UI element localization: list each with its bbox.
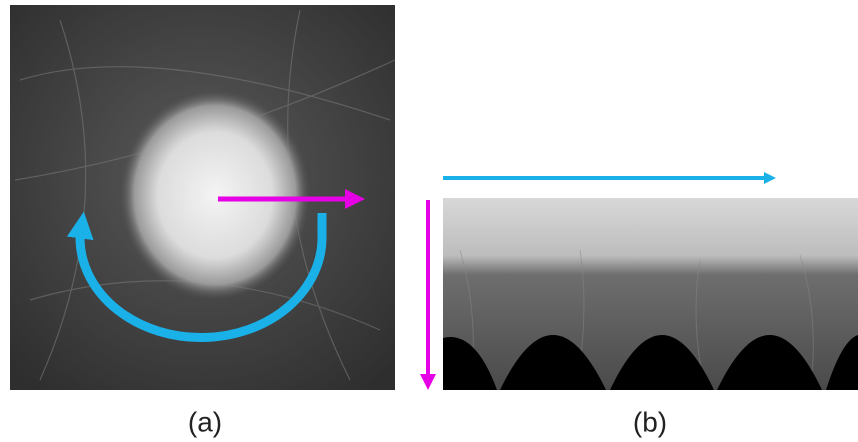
panel-label: (a): [188, 406, 222, 437]
figure: (a) (b): [0, 0, 858, 442]
panel-label: (b): [633, 406, 667, 437]
panel-b-image: [443, 198, 858, 390]
